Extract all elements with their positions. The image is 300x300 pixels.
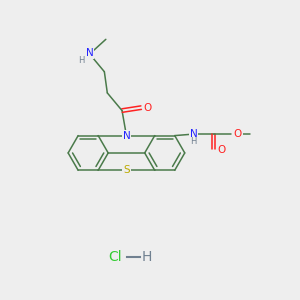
Text: N: N	[123, 130, 130, 141]
Text: N: N	[190, 128, 197, 139]
Text: N: N	[86, 49, 94, 58]
Text: Cl: Cl	[108, 250, 122, 265]
Text: H: H	[190, 137, 197, 146]
Text: S: S	[123, 165, 130, 175]
Text: H: H	[78, 56, 85, 65]
Text: O: O	[143, 103, 152, 112]
Text: O: O	[234, 129, 242, 139]
Text: O: O	[218, 145, 226, 155]
Text: H: H	[141, 250, 152, 265]
